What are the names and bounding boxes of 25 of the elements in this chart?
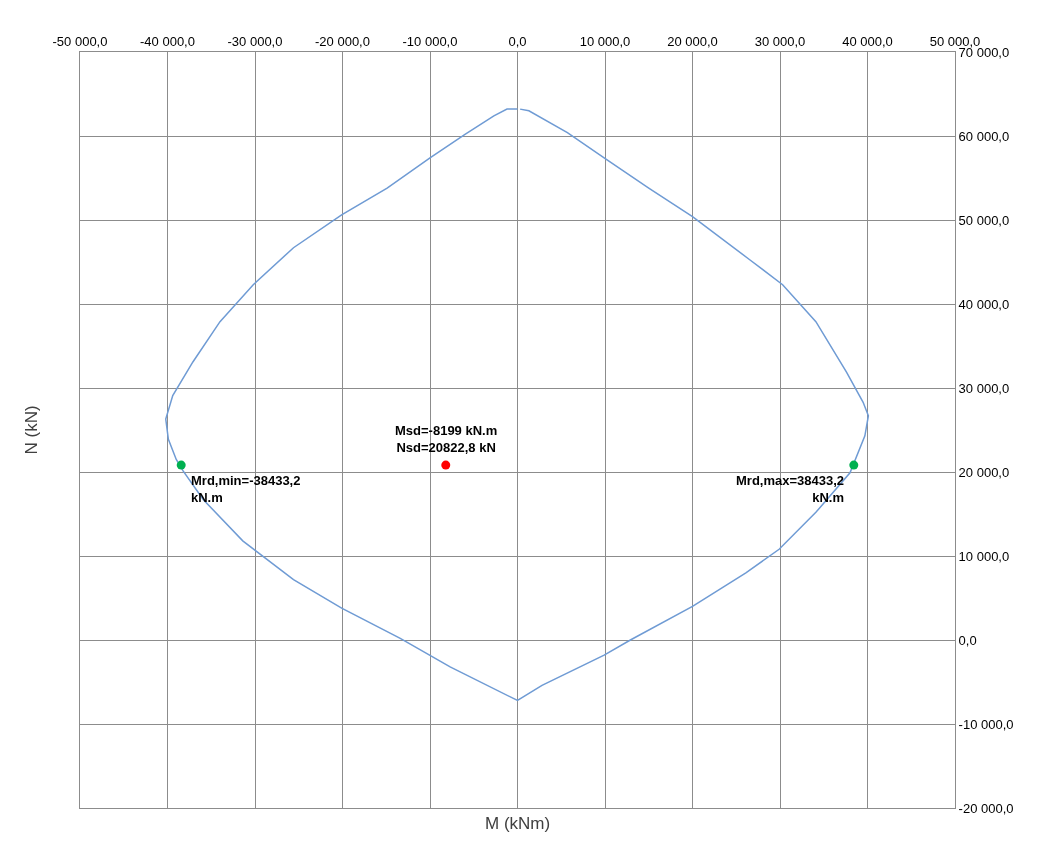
y-axis-title: N (kN) [21,405,41,455]
y-tick-label: 20 000,0 [958,464,1010,480]
y-tick-label: -20 000,0 [958,800,1014,816]
x-tick-label: -10 000,0 [402,33,458,49]
annotation: Msd=-8199 kN.m Nsd=20822,8 kN [395,423,498,455]
x-tick-label: -30 000,0 [227,33,283,49]
y-tick-label: 40 000,0 [958,296,1010,312]
x-tick-label: 0,0 [508,33,527,49]
x-tick-label: -50 000,0 [52,33,108,49]
x-tick-label: 40 000,0 [842,33,893,49]
x-tick-label: -20 000,0 [315,33,370,49]
y-tick-label: 50 000,0 [958,212,1010,228]
annotation: Mrd,min=-38433,2 kN.m [191,473,301,505]
y-tick-label: 30 000,0 [958,380,1010,396]
x-tick-label: 30 000,0 [754,33,806,49]
y-tick-label: -10 000,0 [958,716,1014,732]
x-tick-label: 20 000,0 [667,33,718,49]
y-tick-label: 60 000,0 [958,128,1010,144]
y-tick-label: 10 000,0 [958,548,1010,564]
x-tick-label: 10 000,0 [579,33,631,49]
line-series [165,108,870,702]
annotation: Mrd,max=38433,2 kN.m [736,473,845,505]
x-axis-title: M (kNm) [485,814,551,833]
y-tick-label: 0,0 [958,632,977,648]
x-tick-label: -40 000,0 [140,33,195,49]
